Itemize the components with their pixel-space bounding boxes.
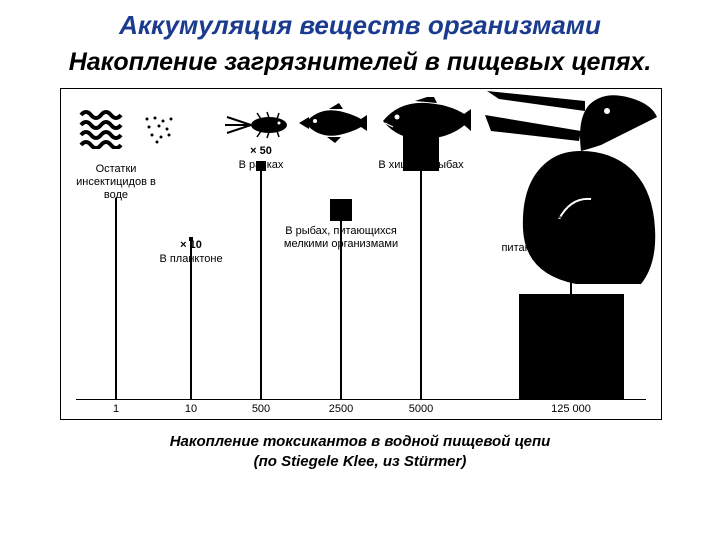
water-icon bbox=[79, 109, 127, 149]
baseline bbox=[76, 399, 646, 400]
figure-frame: Остатки инсектицидов в воде1× 10В планкт… bbox=[60, 88, 662, 420]
label-crustacean: В рачках bbox=[201, 159, 321, 172]
figure-caption: Накопление токсикантов в водной пищевой … bbox=[0, 432, 720, 471]
main-title: Аккумуляция веществ организмами bbox=[0, 10, 720, 41]
stem-crustacean bbox=[260, 169, 262, 399]
plankton-icon bbox=[143, 115, 177, 145]
caption-line1: Накопление токсикантов в водной пищевой … bbox=[170, 433, 551, 450]
caption-line2: (по Stiegele Klee, из Stürmer) bbox=[254, 453, 467, 470]
mult-plankton: × 10 bbox=[131, 239, 251, 251]
mult-crustacean: × 50 bbox=[201, 145, 321, 157]
axis-predfish: 5000 bbox=[361, 403, 481, 416]
label-plankton: В планктоне bbox=[131, 253, 251, 266]
stem-predfish bbox=[420, 169, 422, 399]
label-predfish: В хищных рыбах bbox=[361, 159, 481, 172]
sub-title: Накопление загрязнителей в пищевых цепях… bbox=[0, 47, 720, 78]
label-smallfish: В рыбах, питающихся мелкими организмами bbox=[276, 225, 406, 250]
stem-water bbox=[115, 199, 117, 399]
small-fish-icon bbox=[299, 103, 374, 143]
label-bird: В птицах, питающихся рыбой bbox=[496, 229, 606, 254]
label-water: Остатки инсектицидов в воде bbox=[71, 163, 161, 201]
mult-smallfish: × 5 bbox=[281, 211, 401, 223]
axis-bird: 125 000 bbox=[511, 403, 631, 416]
crustacean-icon bbox=[221, 111, 291, 139]
mult-predfish: × 2 bbox=[361, 145, 481, 157]
marker-bird bbox=[519, 294, 624, 399]
mult-bird: × 25 bbox=[491, 215, 611, 227]
